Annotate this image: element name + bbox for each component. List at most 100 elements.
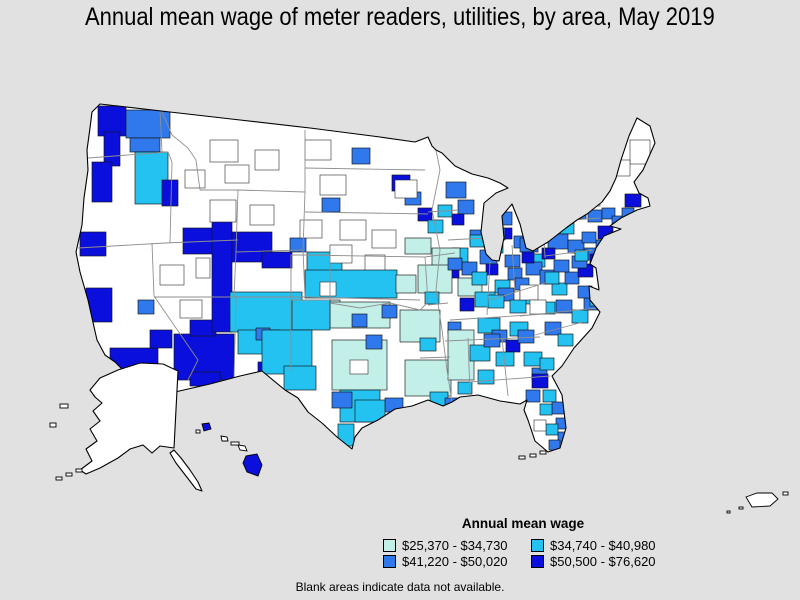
wage-area-cell	[533, 419, 547, 432]
wage-area-cell	[283, 365, 317, 391]
wage-area-cell	[483, 333, 501, 348]
wage-area-cell	[539, 403, 553, 416]
wage-area-cell	[319, 281, 337, 297]
wage-area-cell	[394, 179, 418, 199]
wage-area-cell	[581, 231, 597, 244]
wage-area-cell	[624, 193, 642, 208]
wage-area-cell	[509, 299, 527, 314]
wage-area-cell	[261, 251, 293, 269]
wage-area-cell	[189, 371, 221, 387]
wage-area-cell	[447, 257, 463, 271]
oahu	[220, 435, 229, 442]
wage-area-cell	[424, 291, 440, 305]
wage-area-cell	[195, 257, 211, 279]
data-availability-note: Blank areas indicate data not available.	[295, 580, 505, 594]
wage-area-cell	[499, 227, 513, 240]
wage-area-cell	[291, 299, 331, 331]
wage-area-cell	[457, 199, 475, 215]
wage-area-cell	[97, 105, 127, 137]
wage-area-cell	[555, 299, 573, 314]
wage-area-cell	[611, 159, 631, 177]
legend-item-1: $25,370 - $34,730	[383, 537, 531, 553]
legend-grid: $25,370 - $34,730 $34,740 - $40,980 $41,…	[383, 537, 663, 569]
wage-area-cell	[589, 294, 604, 307]
wage-legend: Annual mean wage $25,370 - $34,730 $34,7…	[383, 516, 663, 569]
map-title: Annual mean wage of meter readers, utili…	[85, 3, 715, 31]
wage-area-cell	[554, 199, 576, 217]
molokai	[230, 441, 240, 446]
wage-area-cell	[419, 337, 437, 352]
niihau	[195, 429, 201, 434]
wage-area-cell	[523, 351, 543, 367]
wage-area-cell	[551, 282, 568, 296]
wage-area-cell	[349, 359, 369, 375]
wage-area-cell	[137, 299, 155, 315]
wage-area-cell	[557, 333, 574, 347]
wage-area-cell	[304, 139, 332, 161]
wage-area-cell	[381, 304, 398, 319]
legend-swatch-class1	[383, 538, 396, 552]
wage-area-cell	[179, 299, 203, 319]
wage-area-cell	[553, 259, 570, 273]
wage-area-cell	[487, 294, 505, 309]
wage-area-cell	[91, 161, 113, 203]
alaska-panhandle	[169, 449, 203, 492]
hawaii-big-island	[242, 453, 263, 477]
legend-item-3: $41,220 - $50,020	[383, 553, 531, 569]
wage-area-cell	[289, 237, 307, 253]
florida-keys	[518, 450, 547, 460]
alaska	[49, 362, 203, 492]
wage-area-cell	[574, 249, 589, 262]
legend-label-class2: $34,740 - $40,980	[550, 537, 656, 553]
puerto-rico	[726, 491, 789, 514]
wage-area-cell	[354, 399, 386, 423]
wage-area-cell	[611, 215, 626, 228]
wage-area-cell	[447, 329, 475, 381]
wage-area-cell	[224, 164, 250, 184]
wage-area-cell	[579, 189, 601, 207]
legend-label-class1: $25,370 - $34,730	[402, 537, 508, 553]
wage-area-cell	[351, 313, 368, 328]
wage-area-cell	[299, 219, 323, 239]
hawaii-islands	[195, 422, 263, 477]
wage-area-cell	[569, 205, 587, 220]
legend-label-class3: $41,220 - $50,020	[402, 553, 508, 569]
wage-area-cell	[542, 389, 557, 403]
wage-area-cell	[211, 221, 233, 333]
wage-area-cell	[331, 391, 353, 409]
wage-area-cell	[547, 233, 569, 250]
wage-area-cell	[544, 271, 560, 285]
wage-area-cell	[445, 181, 467, 199]
wage-area-cell	[399, 309, 441, 343]
maui	[237, 444, 248, 452]
wage-area-cell	[103, 131, 121, 167]
wage-area-cell	[321, 197, 341, 213]
legend-swatch-class2	[531, 538, 544, 552]
wage-area-cell	[459, 297, 475, 312]
wage-area-cell	[249, 204, 275, 226]
legend-title: Annual mean wage	[461, 516, 585, 531]
legend-item-2: $34,740 - $40,980	[531, 537, 663, 553]
wage-area-cell	[79, 231, 107, 257]
wage-area-cell	[541, 247, 556, 260]
wage-area-cell	[254, 149, 280, 171]
wage-area-cell	[337, 423, 355, 447]
wage-area-cell	[351, 147, 371, 165]
wage-area-cell	[339, 219, 367, 241]
wage-area-cell	[404, 359, 452, 397]
state-borders	[77, 109, 601, 403]
legend-swatch-class3	[383, 554, 396, 568]
wage-area-cell	[571, 309, 589, 324]
wage-area-cell	[395, 274, 417, 294]
wage-area-cell	[161, 179, 179, 207]
wage-area-cell	[529, 217, 547, 232]
wage-area-cell	[457, 381, 473, 395]
wage-area-cell	[545, 423, 559, 436]
wage-area-cell	[521, 251, 535, 264]
wage-area-cell	[404, 237, 432, 255]
wage-area-cell	[417, 207, 433, 222]
wage-area-cell	[517, 329, 535, 344]
legend-swatch-class4	[531, 554, 544, 568]
wage-area-cell	[304, 269, 398, 299]
